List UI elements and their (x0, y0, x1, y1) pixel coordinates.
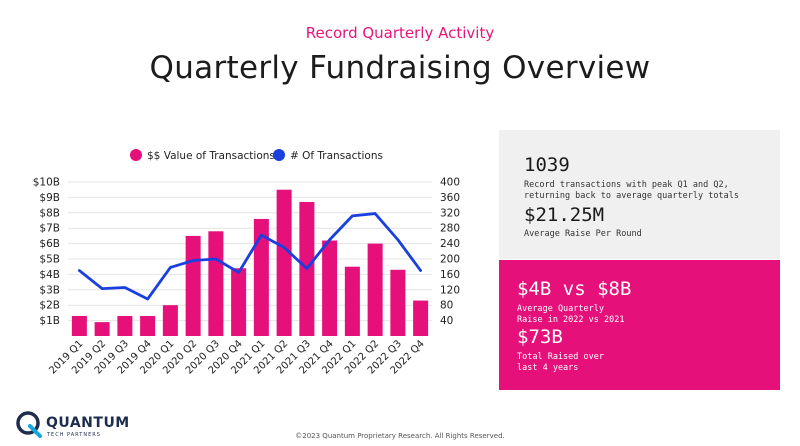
left-axis-tick-label: $4B (39, 269, 60, 281)
right-axis-tick-label: 40 (440, 315, 453, 327)
bar-2020-q4 (231, 268, 247, 336)
slide-title: Quarterly Fundraising Overview (149, 50, 651, 86)
transactions-count-line (77, 212, 423, 301)
quantum-logo-icon (16, 411, 42, 438)
bar-2021-q2 (276, 189, 292, 336)
bar-2022-q1 (344, 266, 360, 336)
left-axis-tick-label: $8B (39, 207, 60, 219)
bar-2022-q2 (367, 243, 383, 336)
legend-label-value: $$ Value of Transactions (147, 150, 275, 162)
bar-2022-q4 (413, 300, 429, 336)
right-axis-tick-label: 200 (440, 254, 460, 266)
bar-2019-q3 (117, 315, 133, 336)
right-axis-tick-label: 400 (440, 177, 460, 189)
right-axis-tick-label: 120 (440, 284, 460, 296)
right-axis-tick-label: 360 (440, 192, 460, 204)
legend-label-count: # Of Transactions (290, 150, 383, 162)
stats-panel-pink: $4B vs $8B Average Quarterly Raise in 20… (499, 260, 780, 390)
right-axis-tick-label: 320 (440, 207, 460, 219)
right-axis-tick-label: 80 (440, 300, 453, 312)
bar-2021-q1 (253, 218, 269, 336)
right-axis-tick-label: 280 (440, 223, 460, 235)
right-axis-tick-label: 160 (440, 269, 460, 281)
left-axis-tick-label: $5B (39, 254, 60, 266)
average-raise-desc: Average Raise Per Round (524, 229, 642, 239)
footer-copyright: ©2023 Quantum Proprietary Research. All … (295, 432, 505, 440)
bar-2020-q3 (208, 231, 224, 336)
stats-panel-gray: 1039 Record transactions with peak Q1 an… (499, 130, 780, 259)
logo-name: QUANTUM (46, 415, 130, 431)
bar-2019-q4 (140, 315, 156, 336)
left-axis-tick-label: $3B (39, 284, 60, 296)
left-axis-tick-label: $1B (39, 315, 60, 327)
fundraising-chart: $1B $2B $3B $4B $5B $6B $7B $8B $9B $10B 40 80 120 16… (33, 149, 460, 376)
left-axis-tick-label: $6B (39, 238, 60, 250)
left-axis-tick-label: $9B (39, 192, 60, 204)
left-axis-tick-label: $10B (33, 177, 60, 189)
total-raised-desc-2: last 4 years (517, 363, 579, 373)
bar-2019-q2 (94, 322, 110, 336)
bar-2021-q4 (322, 240, 338, 336)
transaction-count-value: 1039 (524, 154, 570, 176)
transaction-count-desc-2: returning back to average quarterly tota… (524, 191, 739, 201)
quarterly-compare-desc-2: Raise in 2022 vs 2021 (517, 315, 625, 325)
quarterly-compare-value: $4B vs $8B (517, 278, 632, 300)
bar-2020-q1 (162, 305, 178, 336)
total-raised-desc-1: Total Raised over (517, 352, 604, 362)
logo-tagline: TECH PARTNERS (47, 432, 101, 438)
bar-2019-q1 (71, 315, 87, 336)
total-raised-value: $73B (517, 326, 563, 348)
average-raise-value: $21.25M (524, 204, 605, 226)
left-axis-tick-label: $7B (39, 223, 60, 235)
bar-2022-q3 (390, 269, 406, 336)
left-axis-tick-label: $2B (39, 300, 60, 312)
right-axis-tick-label: 240 (440, 238, 460, 250)
quarterly-compare-desc-1: Average Quarterly (517, 304, 604, 314)
legend-marker-value (130, 149, 142, 161)
legend-marker-count (273, 149, 285, 161)
transaction-count-desc-1: Record transactions with peak Q1 and Q2, (524, 180, 729, 190)
bar-2020-q2 (185, 235, 201, 336)
slide-subtitle: Record Quarterly Activity (305, 24, 495, 42)
